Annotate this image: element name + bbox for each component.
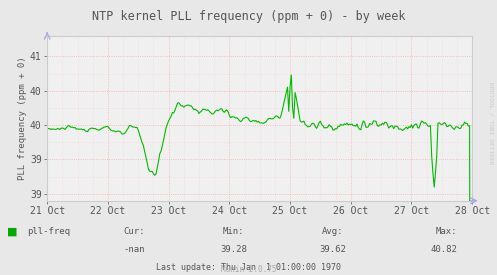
Text: Min:: Min: [223,227,245,236]
Text: Last update: Thu Jan  1 01:00:00 1970: Last update: Thu Jan 1 01:00:00 1970 [156,263,341,272]
Text: NTP kernel PLL frequency (ppm + 0) - by week: NTP kernel PLL frequency (ppm + 0) - by … [92,10,405,23]
Text: 40.82: 40.82 [430,245,457,254]
Text: 39.62: 39.62 [320,245,346,254]
Text: Avg:: Avg: [322,227,344,236]
Text: Munin 2.0.75: Munin 2.0.75 [221,265,276,274]
Text: Max:: Max: [436,227,457,236]
Text: -nan: -nan [123,245,145,254]
Text: pll-freq: pll-freq [27,227,71,236]
Text: 39.28: 39.28 [220,245,247,254]
Text: RRDTOOL / TOBI OETIKER: RRDTOOL / TOBI OETIKER [488,82,493,165]
Text: ■: ■ [7,227,18,237]
Y-axis label: PLL frequency (ppm + 0): PLL frequency (ppm + 0) [18,56,27,180]
Text: Cur:: Cur: [123,227,145,236]
